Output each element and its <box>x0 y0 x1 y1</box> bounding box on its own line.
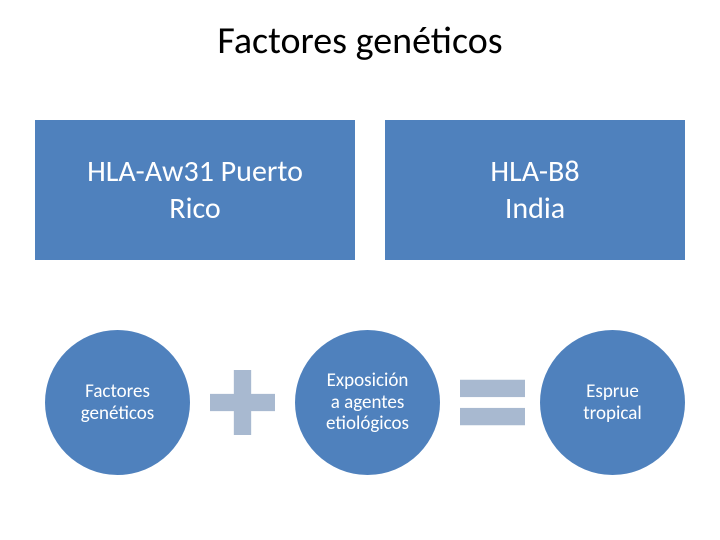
circle-3-line1: Esprue <box>583 381 641 403</box>
equation-circle-3: Esprue tropical <box>540 330 685 475</box>
equals-icon <box>460 375 525 430</box>
box-left-line1: HLA-Aw31 Puerto <box>87 153 303 191</box>
info-box-right: HLA-B8 India <box>385 120 685 260</box>
box-right-line1: HLA-B8 <box>490 153 579 191</box>
equation-circle-1: Factores genéticos <box>45 330 190 475</box>
box-right-line2: India <box>505 190 565 228</box>
circle-2-line2: a agentes <box>326 392 409 414</box>
circle-3-line2: tropical <box>583 403 641 425</box>
page-title: Factores genéticos <box>0 18 720 64</box>
plus-icon <box>210 370 275 435</box>
equation-circle-2: Exposición a agentes etiológicos <box>295 330 440 475</box>
circle-1-line2: genéticos <box>81 403 155 425</box>
circle-1-line1: Factores <box>81 381 155 403</box>
info-box-left: HLA-Aw31 Puerto Rico <box>35 120 355 260</box>
box-left-line2: Rico <box>169 190 220 228</box>
circle-2-line3: etiológicos <box>326 413 409 435</box>
circle-2-line1: Exposición <box>326 370 409 392</box>
